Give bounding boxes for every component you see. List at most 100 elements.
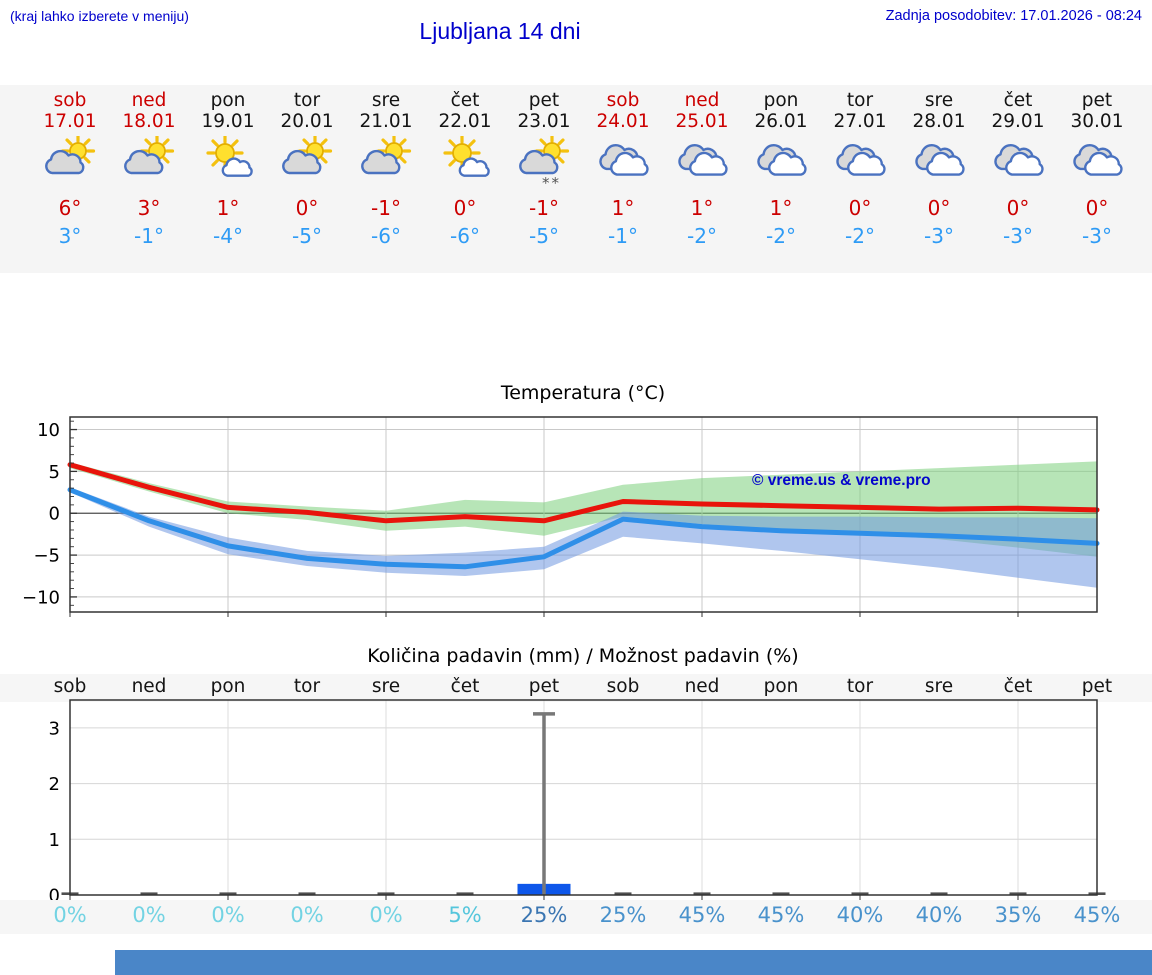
precip-probability-row: 0% 0% 0% 0% 0% 5% 25% 25% 45% 45% 40% 40% 35% 45%	[0, 900, 1152, 934]
svg-text:**: **	[542, 174, 561, 190]
forecast-day-col: sob 17.01 6° 3°	[31, 85, 110, 273]
high-temp: 1°	[690, 196, 714, 220]
precip-probability: 0%	[369, 903, 403, 927]
chart-day-label: sre	[371, 676, 401, 697]
day-date: 21.01	[359, 111, 413, 132]
footer-banner	[115, 950, 1152, 975]
cloudy-icon	[678, 144, 728, 176]
low-temp: -2°	[766, 224, 796, 248]
cloudy-icon	[1073, 144, 1123, 176]
forecast-day-col: čet 22.01 0° -6°	[426, 85, 505, 273]
low-temp: -1°	[608, 224, 638, 248]
high-temp: 6°	[58, 196, 82, 220]
forecast-day-col: ned 25.01 1° -2°	[663, 85, 742, 273]
precipitation-chart-title: Količina padavin (mm) / Možnost padavin …	[367, 645, 799, 667]
forecast-day-col: sre 28.01 0° -3°	[900, 85, 979, 273]
precip-probability: 0%	[53, 903, 87, 927]
high-temp: 0°	[848, 196, 872, 220]
cloudy-icon	[836, 144, 886, 176]
low-temp: -1°	[134, 224, 164, 248]
low-temp: -3°	[1003, 224, 1033, 248]
cloudy-icon	[599, 144, 649, 176]
sun-cloud-snow-icon: **	[519, 136, 570, 190]
precip-probability: 45%	[1073, 903, 1121, 927]
chart-day-label: pet	[1081, 676, 1113, 697]
day-name: tor	[293, 90, 321, 111]
precip-probability: 45%	[678, 903, 726, 927]
precip-zero-mark	[772, 892, 790, 895]
low-temp: -6°	[371, 224, 401, 248]
precip-probability: 0%	[211, 903, 245, 927]
high-temp: 1°	[216, 196, 240, 220]
forecast-day-col: pon 19.01 1° -4°	[189, 85, 268, 273]
cloudy-icon	[994, 144, 1044, 176]
precip-zero-mark	[851, 892, 869, 895]
day-name: sob	[606, 90, 640, 111]
chart-day-label: čet	[450, 676, 480, 697]
high-temp: 0°	[295, 196, 319, 220]
precip-zero-mark	[456, 892, 474, 895]
precip-zero-mark	[930, 892, 948, 895]
chart-day-label: sob	[53, 676, 87, 697]
max-temperature-line	[67, 462, 1100, 524]
precip-zero-mark	[1009, 892, 1027, 895]
precip-probability: 25%	[520, 903, 568, 927]
chart-day-label: sre	[924, 676, 954, 697]
day-date: 17.01	[43, 111, 97, 132]
forecast-day-col: tor 27.01 0° -2°	[821, 85, 900, 273]
chart-day-label: ned	[684, 676, 720, 697]
high-temp: -1°	[529, 196, 559, 220]
cloudy-icon	[757, 144, 807, 176]
day-date: 25.01	[675, 111, 729, 132]
day-date: 27.01	[833, 111, 887, 132]
high-temp: 0°	[1006, 196, 1030, 220]
day-name: pon	[210, 90, 246, 111]
forecast-day-col: tor 20.01 0° -5°	[268, 85, 347, 273]
forecast-day-col: čet 29.01 0° -3°	[979, 85, 1058, 273]
temp-ytick-label: −10	[22, 587, 60, 608]
temp-ytick-label: 5	[49, 462, 60, 483]
sun-cloud-icon	[282, 136, 333, 175]
precip-probability: 5%	[448, 903, 482, 927]
high-temp: 0°	[453, 196, 477, 220]
precipitation-chart: 0 1 2 3	[49, 699, 1106, 903]
temp-ytick-label: 0	[49, 504, 60, 525]
high-temp: -1°	[371, 196, 401, 220]
day-name: tor	[846, 90, 874, 111]
chart-day-label: tor	[293, 676, 321, 697]
forecast-day-col: sob 24.01 1° -1°	[584, 85, 663, 273]
precip-probability: 45%	[757, 903, 805, 927]
day-date: 22.01	[438, 111, 492, 132]
chart-day-label: pon	[763, 676, 799, 697]
watermark-link[interactable]: © vreme.us & vreme.pro	[752, 472, 931, 489]
precip-ytick-label: 2	[49, 774, 60, 795]
day-name: pet	[1081, 90, 1113, 111]
day-date: 29.01	[991, 111, 1045, 132]
temperature-chart: 10 5 0 −5 −10 © vreme.us & vreme.pro	[22, 416, 1100, 617]
precip-zero-mark	[693, 892, 711, 895]
precip-zero-mark	[140, 892, 158, 895]
temp-ytick-label: 10	[37, 420, 60, 441]
temp-ytick-label: −5	[33, 546, 60, 567]
low-temp: 3°	[58, 224, 82, 248]
low-temp: -2°	[845, 224, 875, 248]
chart-day-label: tor	[846, 676, 874, 697]
day-date: 26.01	[754, 111, 808, 132]
precip-probability: 0%	[290, 903, 324, 927]
sun-small-cloud-icon	[443, 136, 490, 177]
chart-day-label: čet	[1003, 676, 1033, 697]
temperature-chart-title: Temperatura (°C)	[500, 382, 666, 404]
low-temp: -3°	[924, 224, 954, 248]
min-temperature-line	[67, 487, 1100, 570]
low-temp: -4°	[213, 224, 243, 248]
low-temp: -2°	[687, 224, 717, 248]
precip-probability: 40%	[836, 903, 884, 927]
forecast-day-col: pet 23.01 ** -1° -5°	[505, 85, 584, 273]
precip-probability: 25%	[599, 903, 647, 927]
day-name: sre	[924, 90, 954, 111]
high-temp: 3°	[137, 196, 161, 220]
page-title: Ljubljana 14 dni	[419, 18, 581, 44]
chart-day-label: pet	[528, 676, 560, 697]
high-temp: 1°	[611, 196, 635, 220]
precip-probability: 35%	[994, 903, 1042, 927]
